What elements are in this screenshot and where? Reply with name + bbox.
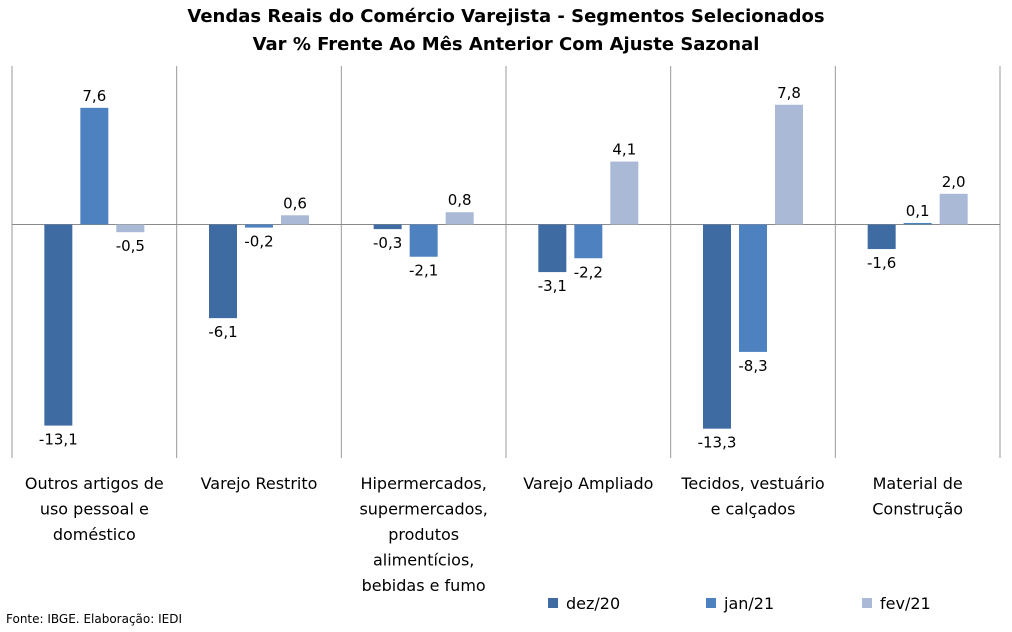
data-label: -13,1 [39,431,78,449]
bar [538,224,567,273]
bar [775,104,803,225]
bar [116,224,145,233]
bar [703,224,731,429]
source-note: Fonte: IBGE. Elaboração: IEDI [6,612,183,626]
data-label: 0,8 [448,191,472,209]
category-label: Varejo Restrito [201,474,318,493]
bar [739,224,767,352]
bar [80,107,109,225]
legend-label: fev/21 [880,593,931,613]
legend-label: dez/20 [566,593,621,613]
chart-title: Vendas Reais do Comércio Varejista - Seg… [187,6,825,27]
data-label: 2,0 [942,173,966,191]
data-label: -0,2 [244,233,273,251]
data-label: 4,1 [612,141,636,159]
chart-subtitle: Var % Frente Ao Mês Anterior Com Ajuste … [252,34,760,55]
category-label: Construção [872,500,963,519]
bar [867,224,896,250]
category-label: alimentícios, [373,551,474,570]
data-label: -13,3 [698,434,737,452]
legend-swatch [548,598,558,608]
category-label: Material de [873,474,963,493]
data-label: 7,6 [82,87,106,105]
category-label: e calçados [711,500,796,519]
bar [610,161,639,225]
bar [245,224,273,228]
data-label: -8,3 [738,357,767,375]
legend-item: fev/21 [862,594,931,613]
data-label: -3,1 [538,277,567,295]
bar [44,224,73,426]
legend-swatch [862,598,872,608]
category-label: Hipermercados, [360,474,486,493]
category-label: Tecidos, vestuário [680,474,824,493]
data-label: 0,1 [906,202,930,220]
legend-item: jan/21 [706,594,774,613]
category-label: Varejo Ampliado [523,474,653,493]
bar [574,224,603,259]
category-label: Outros artigos de [25,474,164,493]
data-label: -0,3 [373,234,402,252]
legend-swatch [706,598,716,608]
legend-item: dez/20 [548,594,620,613]
bar [373,224,402,230]
bar [939,193,968,225]
bar [409,224,438,257]
data-label: -1,6 [867,254,896,272]
data-label: 0,6 [283,194,307,212]
bar [903,222,932,225]
data-label: -0,5 [116,237,145,255]
legend-label: jan/21 [724,593,775,613]
data-label: 7,8 [777,84,801,102]
data-label: -6,1 [208,323,237,341]
category-label: supermercados, [359,500,487,519]
category-label: bebidas e fumo [362,576,486,595]
data-label: -2,2 [574,263,603,281]
bar [209,224,237,319]
bar [445,212,474,225]
category-label: produtos [388,525,459,544]
category-label: uso pessoal e [40,500,149,519]
bar [281,215,309,225]
category-label: doméstico [53,525,136,544]
data-label: -2,1 [409,262,438,280]
